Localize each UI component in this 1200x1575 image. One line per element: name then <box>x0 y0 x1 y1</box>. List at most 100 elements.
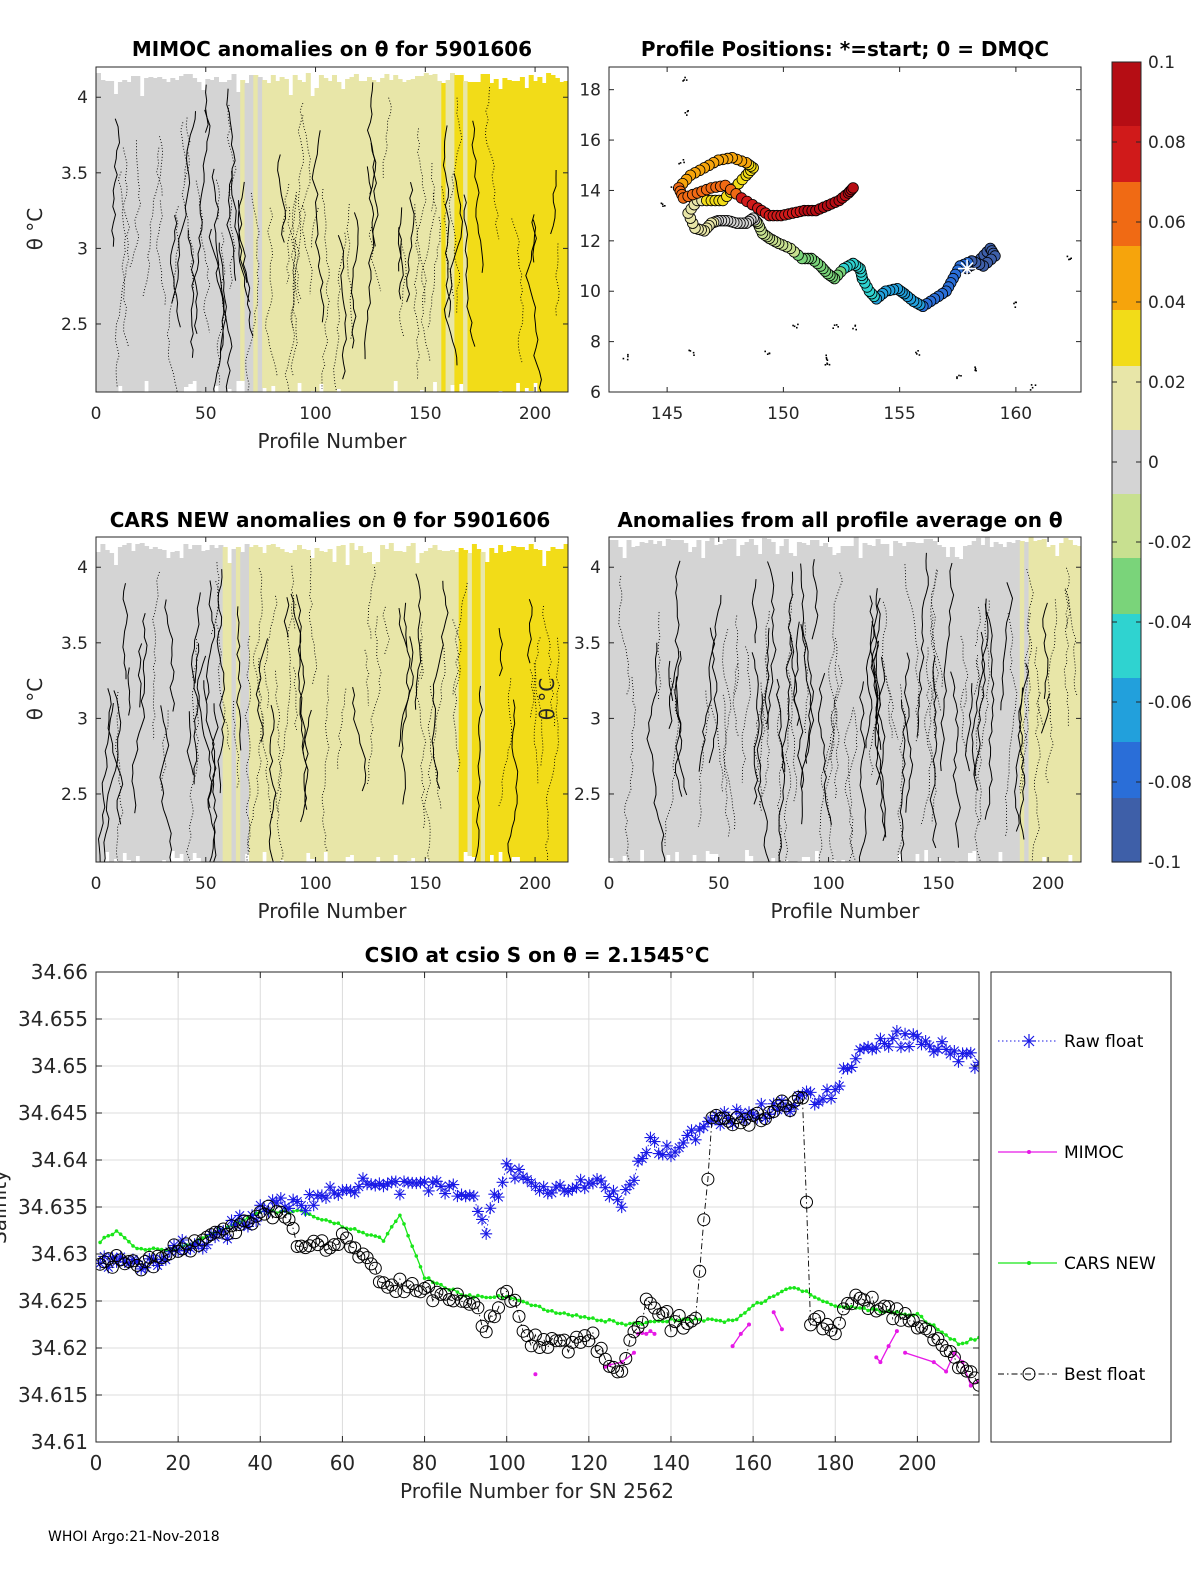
best-float-marker <box>212 1225 226 1239</box>
raw-float-marker <box>233 1209 246 1222</box>
heatmap-column <box>450 550 455 862</box>
best-float-marker <box>130 1258 144 1272</box>
contour-line <box>675 650 688 796</box>
best-float-marker <box>389 1285 403 1298</box>
raw-float-marker <box>948 1044 961 1057</box>
best-float-marker <box>335 1227 349 1241</box>
colorbar-block <box>1112 350 1141 359</box>
colorbar-blocks <box>1112 62 1141 863</box>
heatmap-column <box>266 83 272 392</box>
heatmap-column <box>380 78 386 392</box>
raw-float-marker <box>894 1041 907 1054</box>
raw-float-marker <box>237 1219 250 1232</box>
heatmap-column <box>559 549 565 862</box>
x-tick-label: 100 <box>299 874 331 894</box>
raw-float-marker <box>853 1043 866 1056</box>
heatmap-column <box>179 76 184 392</box>
heatmap-column <box>222 547 228 862</box>
heatmap-column <box>332 562 337 862</box>
contour-line <box>722 694 736 831</box>
coastline-dot <box>826 359 829 361</box>
raw-float-marker <box>870 1042 883 1055</box>
coastline-dot <box>833 324 836 326</box>
heatmap-column <box>709 538 715 854</box>
x-tick-label: 150 <box>409 874 441 894</box>
heatmap-column <box>871 546 877 862</box>
best-float-marker <box>939 1344 953 1358</box>
cars-new-point <box>435 1281 439 1286</box>
raw-float-marker <box>459 1190 472 1203</box>
coastline-dot <box>1031 386 1034 389</box>
colorbar-block <box>1112 166 1141 175</box>
colorbar-block <box>1112 238 1141 247</box>
legend-mimoc-marker <box>1027 1150 1031 1154</box>
cars-new-point <box>352 1227 357 1231</box>
colorbar-block <box>1112 174 1141 183</box>
heatmap-column <box>292 75 298 392</box>
contour-line <box>244 635 252 853</box>
raw-float-marker <box>369 1179 382 1192</box>
colorbar-block <box>1112 686 1141 695</box>
heatmap-column <box>1028 537 1034 862</box>
cars-new-point <box>648 1319 653 1324</box>
legend-best-label: Best float <box>1064 1365 1146 1385</box>
y-tick-label: 16 <box>579 131 601 151</box>
cars-new-point <box>562 1311 566 1315</box>
heatmap-column <box>310 558 316 859</box>
colorbar-block <box>1112 782 1141 791</box>
raw-float-marker <box>615 1201 628 1214</box>
heatmap-column <box>117 547 123 862</box>
heatmap-column <box>170 552 176 851</box>
heatmap-column <box>388 80 394 392</box>
heatmap-column <box>249 75 254 392</box>
heatmap-column <box>419 76 425 390</box>
start-marker <box>958 259 977 278</box>
heatmap-column <box>888 556 894 862</box>
cars-new-point <box>603 1320 608 1324</box>
heatmap-column <box>249 547 254 862</box>
colorbar-block <box>1112 270 1141 279</box>
heatmap-column <box>796 542 802 861</box>
cars-new-point <box>521 1299 525 1304</box>
x-tick-label: 200 <box>898 1451 936 1475</box>
raw-float-marker <box>837 1062 850 1075</box>
coastline-dot <box>1034 384 1037 386</box>
heatmap-column <box>445 551 451 862</box>
raw-float-marker <box>328 1187 341 1200</box>
cars-new-point <box>381 1239 386 1243</box>
colorbar-block <box>1112 70 1141 79</box>
best-float-marker <box>758 1112 772 1126</box>
cars-new-point <box>439 1282 443 1287</box>
heatmap-column <box>498 545 504 852</box>
colorbar-block <box>1112 318 1141 327</box>
colorbar-block <box>1112 742 1141 751</box>
raw-float-marker <box>159 1253 172 1266</box>
contour-line <box>283 597 290 638</box>
heatmap-column <box>375 82 381 392</box>
best-float-marker <box>274 1205 288 1219</box>
raw-float-marker <box>258 1203 271 1216</box>
heatmap-column <box>362 81 368 392</box>
raw-float-marker <box>701 1115 714 1128</box>
heatmap-column <box>866 545 872 862</box>
coastline-dot <box>835 324 838 326</box>
best-float-marker <box>282 1213 296 1226</box>
heatmap-column <box>244 83 250 392</box>
cars-new-point <box>476 1293 480 1298</box>
coastline-dot <box>1066 255 1069 258</box>
best-float-marker <box>249 1209 263 1223</box>
heatmap-column <box>849 546 855 862</box>
cars-new-point <box>414 1254 419 1258</box>
raw-float-marker <box>808 1098 821 1111</box>
allavg-contours <box>618 552 1078 862</box>
contour-line <box>398 207 403 272</box>
contour-line <box>282 184 290 233</box>
cars-panel: CARS NEW anomalies on θ for 5901606 0 50 1… <box>23 508 569 923</box>
y-tick-label: 34.63 <box>31 1242 88 1266</box>
heatmap-column <box>1076 546 1081 862</box>
colorbar-block <box>1112 598 1141 607</box>
contour-line <box>431 163 435 212</box>
heatmap-column <box>823 543 829 862</box>
raw-float-marker <box>426 1176 439 1189</box>
best-float-marker <box>405 1277 419 1290</box>
